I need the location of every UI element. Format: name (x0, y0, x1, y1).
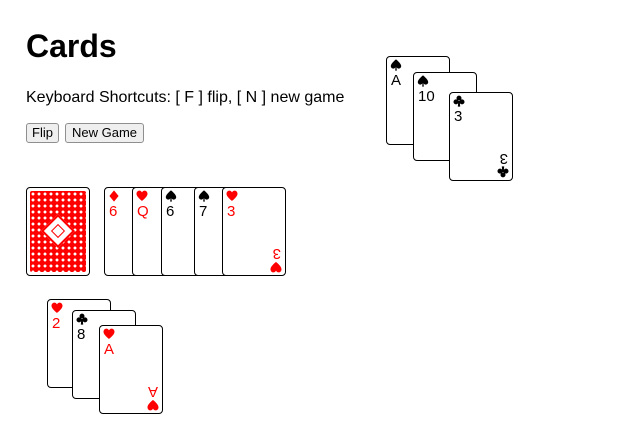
heart-suit-icon (226, 190, 238, 201)
new-game-button[interactable]: New Game (65, 123, 144, 143)
page-title: Cards (26, 28, 117, 64)
heart-suit-icon (103, 328, 115, 339)
card-rank: A (391, 72, 402, 89)
spade-suit-icon (165, 190, 177, 202)
card-rank: 7 (199, 203, 208, 220)
card-rank: 8 (77, 326, 86, 343)
card-rank: 6 (166, 203, 175, 220)
spade-suit-icon (417, 75, 429, 87)
club-suit-icon (497, 166, 509, 178)
card-rank: 3 (454, 108, 463, 125)
club-suit-icon (76, 313, 88, 325)
card-rank: 6 (109, 203, 118, 220)
deck-card-back[interactable] (26, 187, 90, 276)
card-back-pattern (30, 191, 86, 272)
card-corner-bottom-right: 3 (497, 150, 509, 178)
heart-suit-icon (136, 190, 148, 201)
card-back-medallion-icon (41, 214, 75, 248)
club-suit-icon (453, 95, 465, 107)
keyboard-shortcuts-text: Keyboard Shortcuts: [ F ] flip, [ N ] ne… (26, 89, 345, 106)
card-rank: 2 (52, 315, 61, 332)
card-rank-inverted: 3 (272, 245, 281, 262)
card-rank-inverted: A (147, 383, 158, 400)
card-rank: Q (137, 203, 149, 220)
heart-suit-icon (147, 400, 159, 411)
card-rank: A (104, 341, 115, 358)
card-corner-bottom-right: 3 (270, 245, 282, 273)
card-rank: 3 (227, 203, 236, 220)
card-rank: 10 (418, 88, 435, 105)
flip-button[interactable]: Flip (26, 123, 59, 143)
card-corner-bottom-right: A (147, 383, 159, 411)
heart-suit-icon (51, 302, 63, 313)
spade-suit-icon (390, 59, 402, 71)
diamond-suit-icon (109, 190, 119, 202)
card-rank-inverted: 3 (499, 150, 508, 167)
heart-suit-icon (270, 262, 282, 273)
spade-suit-icon (198, 190, 210, 202)
